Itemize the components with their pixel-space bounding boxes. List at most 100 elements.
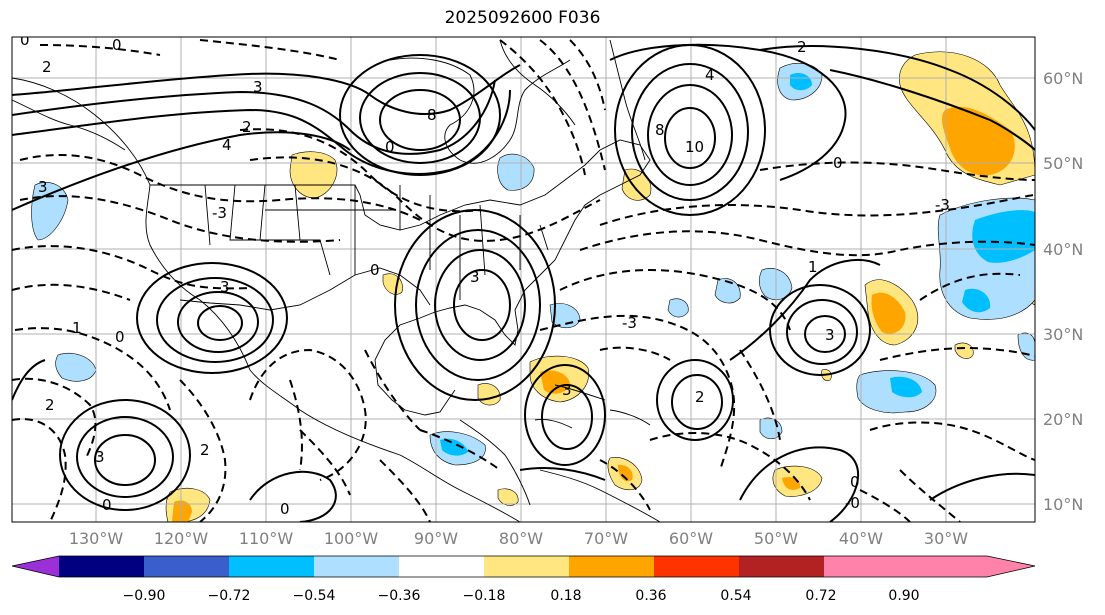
lat-label: 60°N	[1043, 69, 1083, 88]
contour-label: 0	[833, 154, 843, 172]
lon-label: 80°W	[499, 529, 543, 548]
contour-label: 2	[45, 396, 55, 414]
shade-negative	[667, 298, 689, 318]
lon-label: 30°W	[924, 529, 968, 548]
contour-label: 3	[562, 381, 572, 399]
contour-label: 1	[72, 319, 82, 337]
colorbar-tick-label: 0.18	[550, 588, 581, 604]
colorbar-segment	[399, 556, 484, 577]
colorbar-tick-label: 0.54	[720, 588, 751, 604]
shade-positive-core	[172, 500, 192, 522]
contour-label: 4	[705, 66, 715, 84]
map-title: 2025092600 F036	[444, 8, 601, 28]
lon-label: 90°W	[414, 529, 458, 548]
contour-labels: 0 0 2 3 2 4 8 0 4 10 8 2 0 -3 3 -3 3 1 0…	[20, 31, 950, 518]
colorbar-tick-label: −0.90	[123, 588, 166, 604]
contour-label: 1	[808, 258, 818, 276]
contour-label: -3	[212, 204, 227, 222]
colorbar-tick-label: −0.18	[463, 588, 506, 604]
shade-negative	[714, 278, 741, 304]
longitude-labels: 130°W 120°W 110°W 100°W 90°W 80°W 70°W 6…	[69, 529, 968, 548]
lat-label: 10°N	[1043, 495, 1083, 514]
contour-label: 2	[42, 58, 52, 76]
colorbar-segment	[569, 556, 654, 577]
lat-label: 50°N	[1043, 154, 1083, 173]
contour-label: 8	[655, 121, 665, 139]
shade-negative-core	[962, 288, 991, 313]
colorbar-tick-label: −0.54	[293, 588, 336, 604]
contour-label: 8	[427, 106, 437, 124]
shade-negative	[55, 352, 97, 382]
lon-label: 60°W	[669, 529, 713, 548]
lon-label: 40°W	[839, 529, 883, 548]
contour-label: 0	[370, 261, 380, 279]
colorbar-segment	[59, 556, 144, 577]
lon-label: 70°W	[584, 529, 628, 548]
dashed-contours	[12, 39, 1035, 522]
colorbar-tick-label: −0.36	[378, 588, 421, 604]
contour-label: 0	[20, 31, 30, 49]
contour-label: 0	[385, 138, 395, 156]
shade-positive-core	[540, 370, 570, 394]
contour-label: 3	[825, 326, 835, 344]
shaded-fields	[31, 51, 1035, 522]
contour-label: 0	[115, 328, 125, 346]
colorbar-segment	[987, 556, 1035, 577]
solid-contours	[12, 43, 1035, 522]
contour-label: 2	[200, 441, 210, 459]
lon-label: 130°W	[69, 529, 124, 548]
colorbar-segment	[314, 556, 399, 577]
colorbar-segment	[654, 556, 739, 577]
contour-label: 4	[222, 136, 232, 154]
contour-label: 0	[280, 500, 290, 518]
lat-label: 40°N	[1043, 240, 1083, 259]
colorbar-segment	[824, 556, 987, 577]
shade-negative-core	[972, 210, 1035, 263]
contour-label: 2	[695, 388, 705, 406]
shade-positive	[621, 168, 652, 201]
contour-label: 3	[470, 268, 480, 286]
lon-label: 120°W	[154, 529, 209, 548]
lon-label: 50°W	[754, 529, 798, 548]
colorbar: −0.90 −0.72 −0.54 −0.36 −0.18 0.18 0.36 …	[11, 555, 1036, 604]
colorbar-tick-label: 0.72	[805, 588, 836, 604]
contour-label: -0	[845, 494, 860, 512]
latitude-labels: 60°N 50°N 40°N 30°N 20°N 10°N	[1043, 69, 1083, 514]
contour-label: -3	[935, 196, 950, 214]
shade-positive-core	[871, 292, 906, 334]
colorbar-segment	[484, 556, 569, 577]
shade-positive	[497, 488, 519, 506]
map-background	[12, 37, 1035, 522]
contour-label: 3	[38, 178, 48, 196]
colorbar-segment	[739, 556, 824, 577]
shade-positive-core	[618, 464, 633, 482]
contour-label: 0	[102, 496, 112, 514]
contour-label: -3	[622, 314, 637, 332]
colorbar-tick-label: 0.90	[888, 588, 919, 604]
colorbar-outline	[11, 555, 1036, 578]
contour-label: 0	[850, 473, 860, 491]
colorbar-segment	[144, 556, 229, 577]
contour-label: 3	[253, 78, 263, 96]
contour-label: 0	[112, 36, 122, 54]
contour-label: 2	[797, 38, 807, 56]
colorbar-ticks: −0.90 −0.72 −0.54 −0.36 −0.18 0.18 0.36 …	[123, 588, 920, 604]
contour-label: 2	[242, 118, 252, 136]
shade-negative-core	[890, 376, 922, 398]
colorbar-segment	[12, 556, 59, 577]
shade-negative-core	[790, 73, 812, 91]
map-frame	[11, 36, 1036, 523]
lon-label: 110°W	[239, 529, 294, 548]
lon-label: 100°W	[324, 529, 379, 548]
shade-positive	[954, 342, 974, 359]
lat-label: 30°N	[1043, 325, 1083, 344]
contour-label: 3	[220, 278, 230, 296]
colorbar-segment	[229, 556, 314, 577]
colorbar-tick-label: 0.36	[635, 588, 666, 604]
shade-negative-core	[440, 438, 468, 456]
contour-label: 3	[95, 448, 105, 466]
lat-label: 20°N	[1043, 410, 1083, 429]
colorbar-tick-label: −0.72	[208, 588, 251, 604]
contour-label: 10	[685, 138, 704, 156]
